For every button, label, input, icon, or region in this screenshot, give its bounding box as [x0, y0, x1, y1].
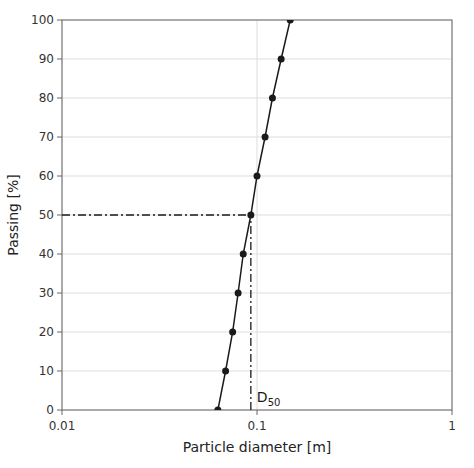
tick-x [62, 410, 63, 415]
grid-line-y [62, 98, 452, 99]
data-point [240, 251, 247, 258]
tick-y [57, 293, 62, 294]
reference-line-vertical [250, 215, 251, 410]
data-point [222, 368, 229, 375]
tick-label-y: 90 [39, 52, 54, 66]
data-point [262, 134, 269, 141]
tick-label-y: 0 [46, 403, 54, 417]
tick-y [57, 410, 62, 411]
x-axis-label: Particle diameter [m] [183, 439, 332, 455]
axes: 0.010.110102030405060708090100 [31, 13, 456, 433]
tick-label-y: 20 [39, 325, 54, 339]
tick-y [57, 215, 62, 216]
tick-y [57, 371, 62, 372]
grid-line-y [62, 293, 452, 294]
tick-y [57, 254, 62, 255]
grid-line-y [62, 59, 452, 60]
grid-line-y [62, 137, 452, 138]
data-point [287, 20, 294, 24]
tick-label-x: 0.01 [49, 419, 76, 433]
data-point [254, 173, 261, 180]
data-point [269, 95, 276, 102]
tick-label-y: 80 [39, 91, 54, 105]
data-point [247, 212, 254, 219]
plot-frame [62, 20, 452, 410]
chart: 0.010.110102030405060708090100Particle d… [0, 0, 474, 468]
tick-y [57, 20, 62, 21]
data-point [235, 290, 242, 297]
tick-x [257, 410, 258, 415]
tick-label-x: 1 [448, 419, 456, 433]
tick-y [57, 137, 62, 138]
chart-container: 0.010.110102030405060708090100Particle d… [0, 0, 474, 468]
tick-x [452, 410, 453, 415]
tick-y [57, 98, 62, 99]
tick-label-y: 70 [39, 130, 54, 144]
reference-line-horizontal [62, 214, 251, 215]
grid-line-y [62, 254, 452, 255]
data-point [278, 56, 285, 63]
tick-label-y: 60 [39, 169, 54, 183]
tick-label-y: 10 [39, 364, 54, 378]
plot-area [62, 20, 294, 410]
grid-line-y [62, 332, 452, 333]
data-line [218, 20, 290, 410]
background [0, 0, 474, 468]
grid-line-y [62, 371, 452, 372]
grid-line-y [62, 215, 452, 216]
tick-label-y: 30 [39, 286, 54, 300]
tick-label-y: 50 [39, 208, 54, 222]
data-point [229, 329, 236, 336]
tick-y [57, 176, 62, 177]
data-point [214, 407, 221, 411]
reference-label-main: D [257, 389, 268, 405]
tick-label-y: 100 [31, 13, 54, 27]
tick-label-x: 0.1 [247, 419, 266, 433]
tick-y [57, 59, 62, 60]
y-axis-label: Passing [%] [5, 174, 21, 255]
reference-label: D50 [257, 389, 281, 408]
reference-label-sub: 50 [268, 397, 281, 408]
grid [62, 20, 452, 410]
tick-y [57, 332, 62, 333]
tick-label-y: 40 [39, 247, 54, 261]
